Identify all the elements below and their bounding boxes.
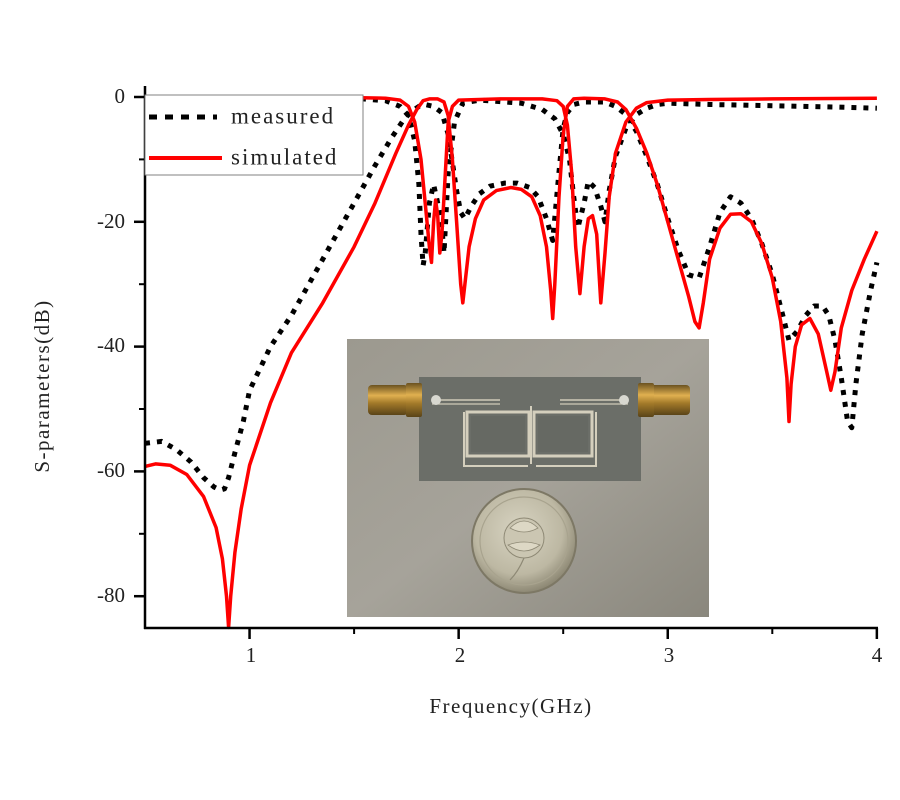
y-tick-label-minus40: -40 (97, 333, 125, 357)
sma-connector-right (619, 383, 690, 417)
x-tick-label-1: 1 (246, 643, 257, 667)
y-axis-title: S-parameters(dB) (30, 299, 54, 472)
filter-photo-inset (347, 339, 709, 617)
legend-simulated-label: simulated (231, 144, 338, 169)
y-tick-label-minus20: -20 (97, 209, 125, 233)
coin (471, 488, 577, 594)
x-axis-title: Frequency(GHz) (429, 694, 592, 718)
x-tick-label-4: 4 (872, 643, 883, 667)
resonator-left (465, 410, 531, 458)
y-tick-label-minus80: -80 (97, 583, 125, 607)
legend-measured-label: measured (231, 103, 335, 128)
resonator-right (532, 410, 594, 458)
measured-s21-curve (144, 99, 880, 493)
y-tick-label-0: 0 (115, 84, 126, 108)
x-tick-label-2: 2 (455, 643, 466, 667)
axes: 1 2 3 4 0 -20 -40 -60 -80 Frequency(GHz)… (30, 84, 883, 718)
plot-curves (144, 95, 880, 630)
y-tick-label-minus60: -60 (97, 458, 125, 482)
legend: measured simulated (144, 94, 364, 176)
simulated-s11-curve (354, 95, 877, 305)
measured-s11-curve (145, 95, 877, 268)
x-tick-label-3: 3 (664, 643, 675, 667)
legend-box (144, 94, 364, 176)
x-ticks (248, 628, 879, 639)
y-ticks (134, 95, 145, 598)
simulated-s21-curve (144, 96, 879, 630)
sma-connector-left (368, 383, 441, 417)
